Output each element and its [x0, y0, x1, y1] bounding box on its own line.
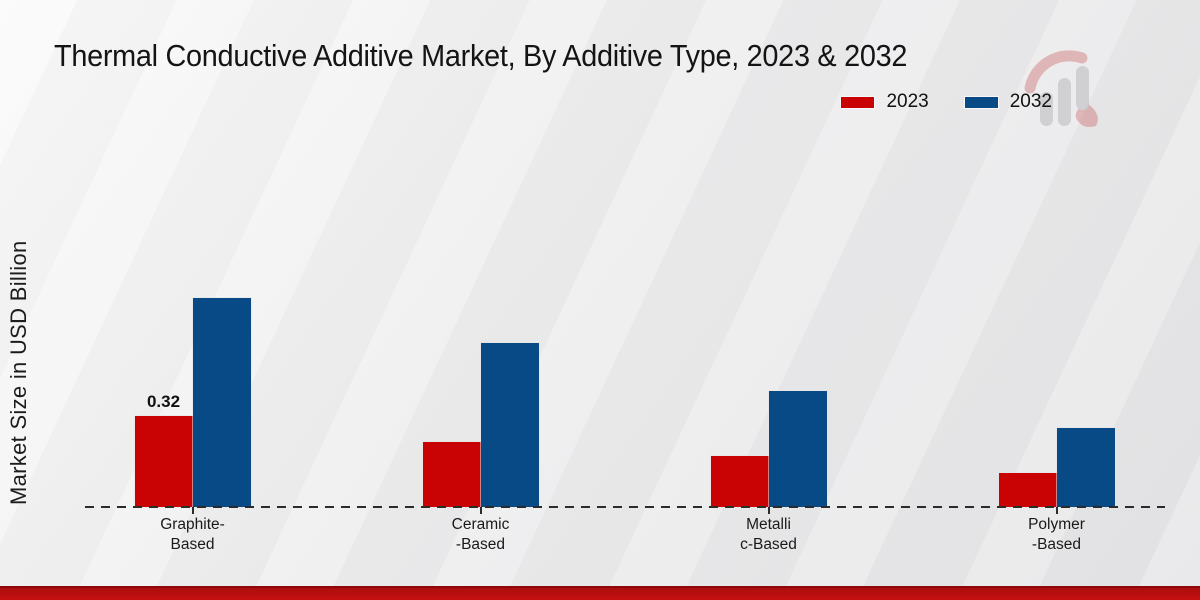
legend-swatch-2023	[841, 96, 875, 108]
category-label-graphite-based: Graphite- Based	[160, 516, 225, 553]
x-axis-dashed-baseline	[85, 506, 1165, 508]
bar-2032-graphite-based	[192, 298, 251, 507]
legend-label-2023: 2023	[886, 91, 929, 112]
category-label-ceramic-based: Ceramic -Based	[451, 516, 510, 553]
category-label-metalli-c-based: Metalli c-Based	[740, 516, 797, 553]
legend-swatch-2032	[964, 96, 998, 108]
bar-chart-plot-area: Graphite- Based Ceramic -Based Metalli c-B…	[85, 139, 1165, 553]
legend: 2023 2032	[841, 91, 1052, 113]
page-title: Thermal Conductive Additive Market, By A…	[54, 38, 908, 73]
bar-2032-metalli-c-based	[768, 391, 827, 507]
market-research-future-logo-watermark	[1024, 50, 1098, 127]
bar-value-label-2023: 0.32	[146, 392, 181, 411]
footer-accent-band	[0, 586, 1200, 600]
bar-2032-polymer-based	[1056, 428, 1115, 507]
x-axis-tick-graphite-based	[191, 507, 194, 514]
logo-gray-bars	[1040, 66, 1089, 126]
y-axis-label: Market Size in USD Billion	[6, 240, 31, 506]
bar-2023-ceramic-based	[422, 442, 481, 507]
legend-item-2032: 2032	[964, 91, 1052, 113]
bar-2023-metalli-c-based	[710, 456, 769, 507]
logo-red-swirl	[1024, 50, 1098, 127]
category-label-polymer-based: Polymer -Based	[1028, 516, 1085, 553]
x-axis-tick-polymer-based	[1055, 507, 1058, 514]
x-axis-tick-ceramic-based	[479, 507, 482, 514]
bar-2023-polymer-based	[998, 473, 1057, 507]
bar-2032-ceramic-based	[480, 343, 539, 507]
bar-2023-graphite-based	[134, 416, 193, 507]
x-axis-tick-metalli-c-based	[767, 507, 770, 514]
legend-item-2023: 2023	[841, 91, 929, 113]
legend-label-2032: 2032	[1009, 91, 1052, 112]
